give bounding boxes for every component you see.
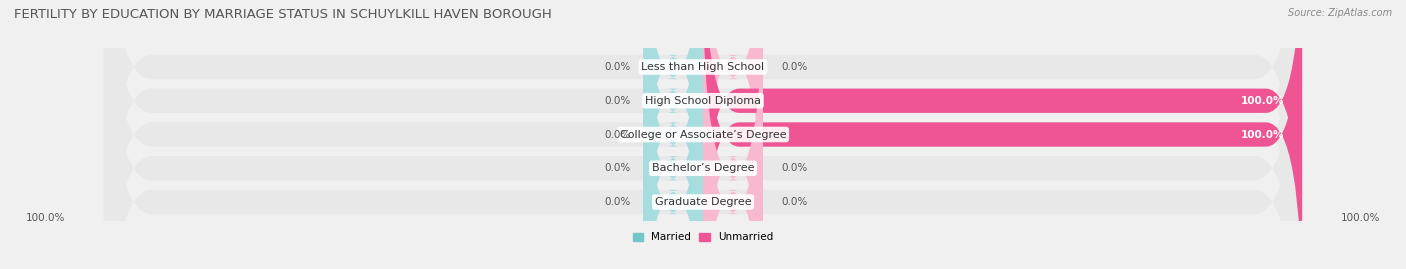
Text: 100.0%: 100.0%	[1240, 96, 1284, 106]
Text: Bachelor’s Degree: Bachelor’s Degree	[652, 163, 754, 173]
FancyBboxPatch shape	[643, 0, 703, 269]
Text: 0.0%: 0.0%	[605, 163, 631, 173]
FancyBboxPatch shape	[104, 0, 1302, 269]
Text: 0.0%: 0.0%	[605, 96, 631, 106]
FancyBboxPatch shape	[703, 0, 1302, 269]
Legend: Married, Unmarried: Married, Unmarried	[628, 228, 778, 246]
FancyBboxPatch shape	[104, 0, 1302, 269]
Text: High School Diploma: High School Diploma	[645, 96, 761, 106]
Text: Source: ZipAtlas.com: Source: ZipAtlas.com	[1288, 8, 1392, 18]
Text: 0.0%: 0.0%	[780, 197, 807, 207]
Text: 0.0%: 0.0%	[605, 129, 631, 140]
Text: Less than High School: Less than High School	[641, 62, 765, 72]
FancyBboxPatch shape	[643, 0, 703, 269]
FancyBboxPatch shape	[104, 0, 1302, 269]
Text: College or Associate’s Degree: College or Associate’s Degree	[620, 129, 786, 140]
FancyBboxPatch shape	[703, 0, 763, 269]
Text: FERTILITY BY EDUCATION BY MARRIAGE STATUS IN SCHUYLKILL HAVEN BOROUGH: FERTILITY BY EDUCATION BY MARRIAGE STATU…	[14, 8, 551, 21]
Text: 100.0%: 100.0%	[1240, 129, 1284, 140]
FancyBboxPatch shape	[643, 0, 703, 257]
Text: Graduate Degree: Graduate Degree	[655, 197, 751, 207]
Text: 100.0%: 100.0%	[27, 213, 66, 223]
FancyBboxPatch shape	[703, 12, 763, 269]
FancyBboxPatch shape	[643, 0, 703, 269]
FancyBboxPatch shape	[703, 0, 1302, 269]
FancyBboxPatch shape	[643, 12, 703, 269]
Text: 0.0%: 0.0%	[780, 62, 807, 72]
Text: 0.0%: 0.0%	[605, 62, 631, 72]
FancyBboxPatch shape	[104, 0, 1302, 269]
Text: 0.0%: 0.0%	[605, 197, 631, 207]
FancyBboxPatch shape	[703, 0, 763, 257]
FancyBboxPatch shape	[104, 0, 1302, 269]
Text: 0.0%: 0.0%	[780, 163, 807, 173]
Text: 100.0%: 100.0%	[1340, 213, 1379, 223]
